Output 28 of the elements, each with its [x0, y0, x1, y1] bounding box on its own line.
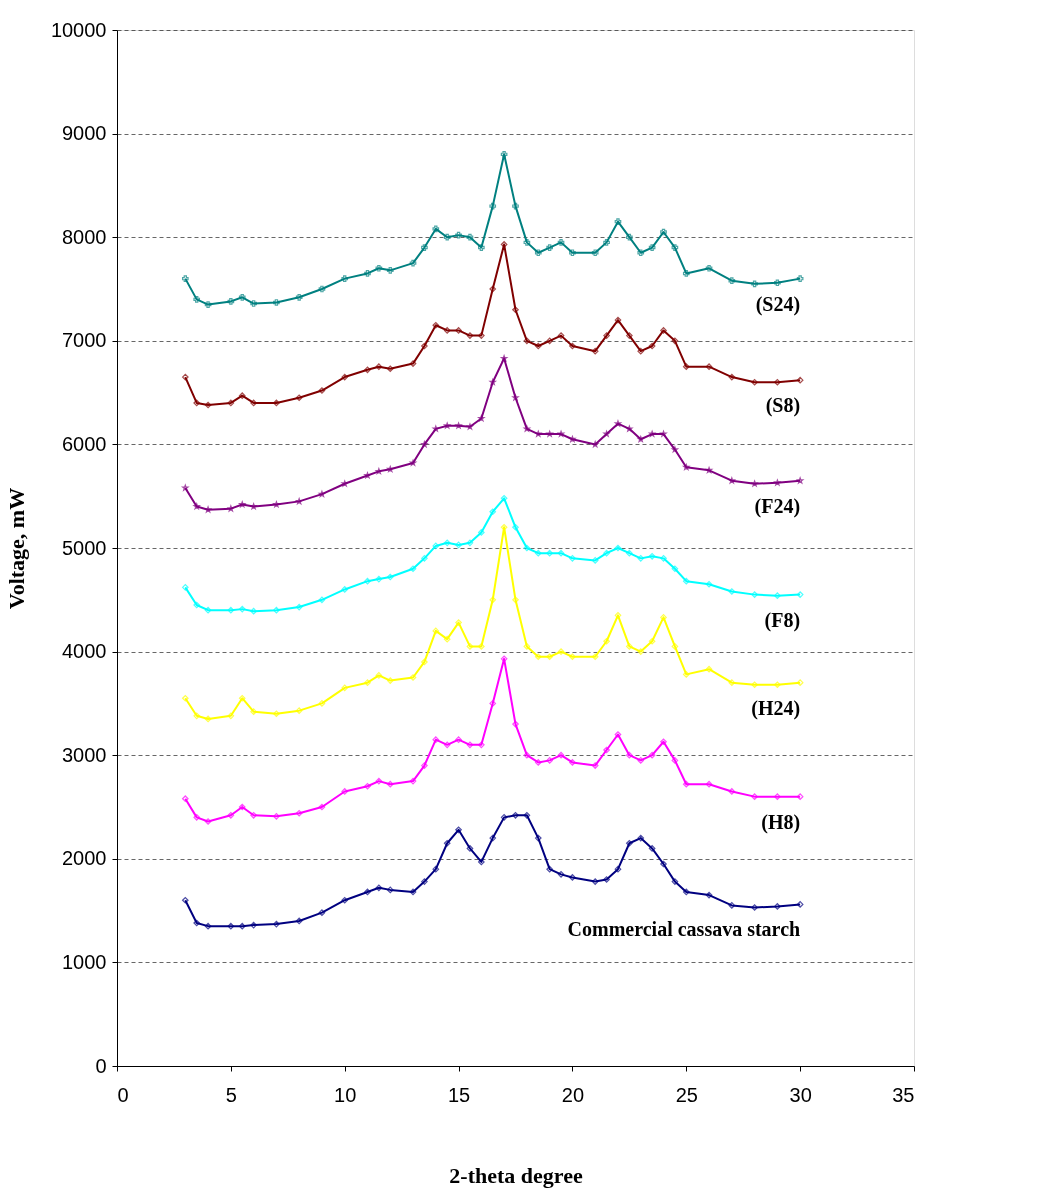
- y-tick-label: 2000: [62, 847, 107, 870]
- y-tick-label: 4000: [62, 640, 107, 663]
- x-tick-label: 10: [334, 1083, 357, 1106]
- x-tick-label: 5: [225, 1083, 237, 1106]
- series-label: (F24): [754, 494, 801, 518]
- y-tick-label: 5000: [62, 536, 107, 559]
- y-tick-label: 7000: [62, 329, 107, 352]
- y-tick-label: 1000: [62, 950, 107, 973]
- y-tick-label: 10000: [50, 18, 107, 41]
- x-tick-label: 0: [117, 1083, 129, 1106]
- x-tick-label: 20: [561, 1083, 585, 1106]
- y-tick-label: 0: [95, 1054, 107, 1077]
- series-label: (H8): [761, 810, 801, 834]
- y-tick-label: 3000: [62, 743, 107, 766]
- y-tick-label: 9000: [62, 122, 107, 145]
- x-tick-label: 15: [447, 1083, 471, 1106]
- x-axis-title: 2-theta degree: [449, 1162, 583, 1188]
- y-tick-label: 8000: [62, 225, 107, 248]
- series-label: (S8): [765, 394, 801, 418]
- x-tick-label: 35: [892, 1083, 915, 1106]
- y-tick-label: 6000: [62, 432, 107, 455]
- y-axis-title: Voltage, mW: [3, 487, 29, 610]
- series-label: (S24): [755, 292, 801, 316]
- x-tick-label: 30: [789, 1083, 812, 1106]
- series-label: (H24): [751, 696, 801, 720]
- x-tick-label: 25: [675, 1083, 698, 1106]
- series-label: Commercial cassava starch: [567, 918, 801, 941]
- series-label: (F8): [764, 608, 801, 632]
